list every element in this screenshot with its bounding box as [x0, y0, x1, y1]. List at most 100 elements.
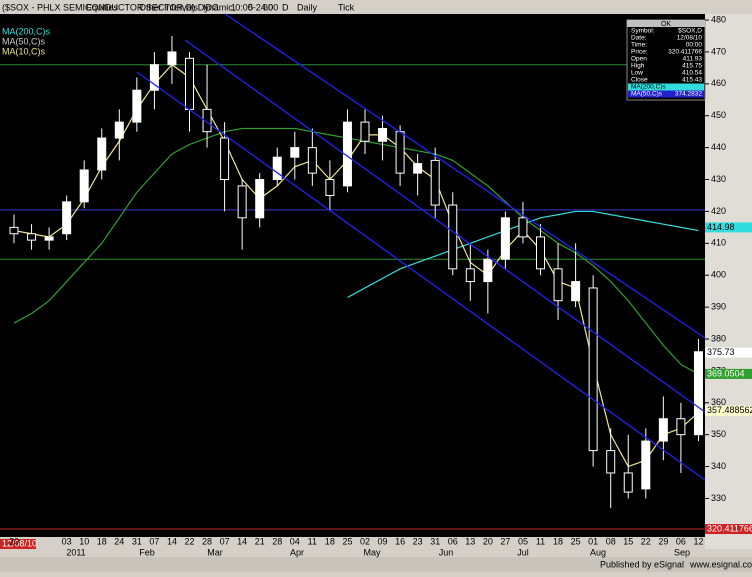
candle-body	[237, 185, 247, 219]
x-tick-label: 28	[272, 536, 282, 546]
y-tick-label: 470	[711, 46, 726, 56]
month-label: Mar	[207, 547, 223, 557]
price-label-bg	[705, 405, 752, 416]
candle-body	[149, 64, 159, 91]
candle-body	[325, 179, 335, 196]
x-tick-label: 03	[62, 536, 72, 546]
candle-body	[79, 169, 89, 203]
toolbar-item[interactable]: IDC	[203, 2, 219, 12]
price-label-bg	[705, 347, 752, 358]
trend-line	[224, 13, 706, 339]
x-tick-label: 13	[465, 536, 475, 546]
x-tick-label: 11	[308, 536, 317, 546]
x-tick-label: 02	[360, 536, 370, 546]
y-tick-label: 330	[711, 493, 726, 503]
x-tick-label: 16	[395, 536, 405, 546]
candle-body	[185, 57, 194, 110]
data-window-value: 12/08/10	[677, 35, 703, 42]
x-tick-label: 24	[114, 536, 124, 546]
candle-body	[272, 156, 282, 181]
x-tick-label: 20	[483, 536, 493, 546]
y-tick-label: 340	[711, 461, 726, 471]
toolbar-item[interactable]: 60	[263, 2, 273, 12]
data-window-value: $SOX,D	[678, 28, 702, 35]
data-window-label: Low	[631, 70, 643, 77]
trend-line	[184, 39, 706, 413]
price-label-bg	[705, 368, 752, 379]
y-tick-label: 350	[711, 429, 726, 439]
month-label: Feb	[139, 547, 155, 557]
candle-body	[307, 147, 317, 174]
x-tick-label: 31	[132, 536, 142, 546]
x-tick-label: 01	[588, 536, 598, 546]
legend-entry: MA(50,C)s	[2, 36, 46, 46]
candle-body	[658, 418, 668, 442]
candle-body	[518, 217, 528, 238]
y-tick-label: 460	[711, 78, 726, 88]
candle-body	[465, 268, 475, 283]
y-tick-label: 400	[711, 270, 726, 280]
date-stamp-bg	[0, 539, 36, 549]
plot-area	[0, 14, 705, 549]
candle-body	[693, 351, 703, 436]
candle-body	[167, 51, 177, 66]
legend-entry: MA(10,C)s	[2, 46, 46, 56]
candle-body	[588, 287, 598, 452]
x-tick-label: 07	[220, 536, 230, 546]
data-window-label: Price:	[631, 49, 648, 56]
price-label-bg	[705, 524, 752, 535]
price-label: 320.411766	[707, 523, 752, 533]
candle-body	[641, 440, 651, 490]
x-tick-label: 21	[255, 536, 265, 546]
candle-body	[202, 108, 212, 133]
y-tick-label: 360	[711, 397, 726, 407]
candle-body	[290, 147, 300, 158]
plot	[0, 36, 705, 530]
candle-body	[553, 268, 563, 302]
y-tick-label: 450	[711, 110, 726, 120]
status-right: www.esignal.com	[689, 559, 752, 569]
month-label: May	[363, 547, 381, 557]
row-bg	[628, 83, 704, 91]
price-label: 357.488562	[707, 405, 752, 415]
candle-body	[378, 127, 388, 142]
x-tick-label: 22	[184, 536, 194, 546]
candle-body	[395, 131, 405, 174]
candle-body	[27, 233, 37, 241]
x-tick-label: 15	[623, 536, 633, 546]
candle-body	[571, 281, 581, 302]
data-window: OK Symbol: $SOX,D Date: 12/08/10 Time: 00:00 Pr…	[626, 19, 706, 101]
toolbar-item[interactable]: 1	[231, 2, 236, 12]
toolbar-item[interactable]: 5	[248, 2, 253, 12]
toolbar-item[interactable]: Tick	[338, 2, 355, 12]
x-tick-label: 09	[378, 536, 388, 546]
x-tick-label: 04	[290, 536, 300, 546]
y-tick-label: 480	[711, 14, 726, 24]
data-window-value: 415.75	[682, 63, 702, 70]
data-window-label: Close	[631, 77, 648, 84]
candle-body	[97, 137, 107, 171]
toolbar-items: Equities Other Intervals IDC 1 5 60 D Daily Tick	[86, 2, 355, 12]
data-window-label: Symbol:	[631, 28, 655, 35]
toolbar-item[interactable]: Daily	[297, 2, 318, 12]
candle-body	[360, 121, 370, 142]
toolbar-item[interactable]: Equities	[86, 2, 119, 12]
toolbar-item[interactable]: D	[282, 2, 289, 12]
y-tick-label: 430	[711, 174, 726, 184]
x-tick-label: 27	[500, 536, 510, 546]
x-tick-label: 14	[167, 536, 177, 546]
x-tick-label: 10	[79, 536, 89, 546]
y-tick-label: 440	[711, 142, 726, 152]
legend-entry: MA(200,C)s	[2, 26, 51, 36]
status-bar	[0, 557, 752, 572]
x-tick-label: 28	[202, 536, 212, 546]
x-tick-label: 06	[448, 536, 458, 546]
candle-body	[483, 258, 493, 283]
data-window-label: Time:	[631, 42, 647, 49]
x-tick-label: 07	[149, 536, 159, 546]
toolbar-item[interactable]: Other Intervals	[139, 2, 199, 12]
data-window-label: Open	[631, 56, 647, 63]
x-tick-label: 14	[237, 536, 247, 546]
month-label: Aug	[590, 547, 606, 557]
